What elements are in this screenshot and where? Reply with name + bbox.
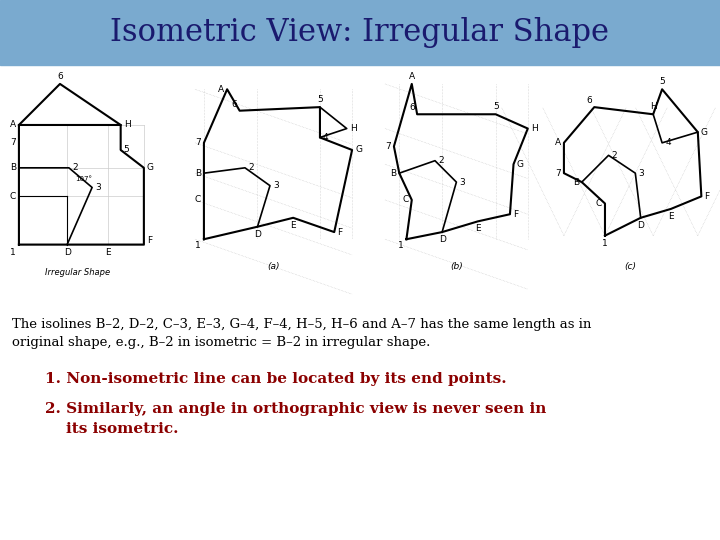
Text: C: C bbox=[9, 192, 16, 201]
Text: its isometric.: its isometric. bbox=[45, 422, 179, 436]
Text: 4: 4 bbox=[323, 133, 328, 142]
Text: 5: 5 bbox=[124, 145, 130, 154]
Text: H: H bbox=[649, 102, 657, 111]
Text: F: F bbox=[337, 227, 342, 237]
Text: 6: 6 bbox=[232, 100, 238, 109]
Text: H: H bbox=[531, 124, 538, 133]
Text: 3: 3 bbox=[95, 183, 101, 192]
Text: (c): (c) bbox=[624, 262, 636, 272]
Text: 3: 3 bbox=[273, 181, 279, 190]
Text: C: C bbox=[194, 195, 201, 205]
Text: Isometric View: Irregular Shape: Isometric View: Irregular Shape bbox=[110, 17, 610, 49]
Text: 1: 1 bbox=[195, 241, 201, 250]
Text: 1. Non-isometric line can be located by its end points.: 1. Non-isometric line can be located by … bbox=[45, 372, 507, 386]
Text: 2: 2 bbox=[438, 156, 444, 165]
Text: 7: 7 bbox=[385, 142, 391, 151]
Text: F: F bbox=[147, 235, 152, 245]
Text: 7: 7 bbox=[195, 138, 201, 147]
Text: E: E bbox=[105, 247, 111, 256]
Text: D: D bbox=[438, 235, 446, 244]
Text: D: D bbox=[637, 221, 644, 230]
Text: (a): (a) bbox=[267, 262, 280, 272]
Text: A: A bbox=[555, 138, 561, 147]
Text: original shape, e.g., B–2 in isometric = B–2 in irregular shape.: original shape, e.g., B–2 in isometric =… bbox=[12, 336, 431, 349]
Text: 1: 1 bbox=[397, 241, 403, 250]
Text: B: B bbox=[390, 168, 396, 178]
Text: 5: 5 bbox=[317, 95, 323, 104]
Text: B: B bbox=[10, 163, 16, 172]
Text: F: F bbox=[513, 210, 518, 219]
Text: E: E bbox=[290, 221, 296, 230]
Text: 2: 2 bbox=[72, 163, 78, 172]
Text: A: A bbox=[10, 120, 16, 130]
Text: C: C bbox=[595, 199, 602, 208]
Text: B: B bbox=[572, 178, 579, 187]
Text: 7: 7 bbox=[555, 168, 561, 178]
Text: (b): (b) bbox=[450, 262, 463, 272]
Text: The isolines B–2, D–2, C–3, E–3, G–4, F–4, H–5, H–6 and A–7 has the same length : The isolines B–2, D–2, C–3, E–3, G–4, F–… bbox=[12, 318, 591, 331]
Text: G: G bbox=[516, 160, 523, 168]
Text: H: H bbox=[124, 120, 130, 130]
Text: C: C bbox=[402, 195, 409, 205]
Text: 1: 1 bbox=[602, 239, 608, 248]
Text: 3: 3 bbox=[459, 178, 465, 187]
Text: B: B bbox=[195, 168, 201, 178]
Text: 6: 6 bbox=[57, 72, 63, 81]
Text: Irregular Shape: Irregular Shape bbox=[45, 268, 110, 277]
Text: 2: 2 bbox=[248, 163, 253, 172]
Text: 2. Similarly, an angle in orthographic view is never seen in: 2. Similarly, an angle in orthographic v… bbox=[45, 402, 546, 416]
Text: F: F bbox=[704, 192, 709, 201]
Text: E: E bbox=[668, 212, 674, 221]
Text: G: G bbox=[701, 127, 708, 137]
Text: G: G bbox=[147, 163, 154, 172]
Text: 107°: 107° bbox=[75, 176, 92, 182]
Text: 6: 6 bbox=[410, 103, 415, 112]
Text: 2: 2 bbox=[611, 151, 617, 160]
Text: 5: 5 bbox=[492, 102, 498, 111]
Text: D: D bbox=[254, 230, 261, 239]
Text: 4: 4 bbox=[665, 138, 671, 147]
Text: G: G bbox=[355, 145, 362, 154]
Bar bbox=[0, 0, 720, 65]
Text: A: A bbox=[409, 72, 415, 81]
Text: E: E bbox=[475, 225, 481, 233]
Text: 7: 7 bbox=[10, 138, 16, 147]
Text: 3: 3 bbox=[639, 168, 644, 178]
Text: 1: 1 bbox=[10, 247, 16, 256]
Text: 5: 5 bbox=[660, 77, 665, 86]
Text: H: H bbox=[350, 124, 356, 133]
Text: A: A bbox=[218, 85, 224, 94]
Text: 6: 6 bbox=[587, 96, 593, 105]
Text: D: D bbox=[63, 247, 71, 256]
